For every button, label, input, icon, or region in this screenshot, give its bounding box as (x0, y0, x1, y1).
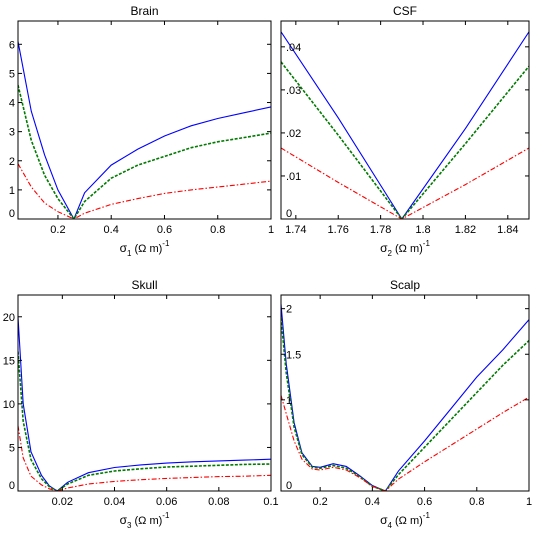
skull-series-green-line (18, 351, 271, 491)
csf-y-tick-label: .02 (286, 128, 301, 140)
skull-series-blue-line (18, 316, 271, 491)
brain-y-tick-label: 5 (9, 68, 15, 80)
panel-scalp: 0.2 0.4 0.6 0.8 1 0 1 1.5 2 Scalp σ4 (Ω m)-1 (280, 278, 532, 530)
brain-x-axis-label: σ1 (Ω m)-1 (120, 239, 170, 258)
brain-y-tick-label: 1 (9, 185, 15, 197)
scalp-x-axis-label: σ4 (Ω m)-1 (380, 511, 430, 530)
brain-x-tick-label: 0.8 (210, 224, 225, 236)
csf-x-tick-label: 1.74 (285, 224, 306, 236)
brain-x-tick-label: 1 (268, 224, 274, 236)
brain-y-tick-label: 0 (9, 208, 15, 220)
brain-x-tick-label: 0.6 (157, 224, 172, 236)
brain-x-tick-label: 0.4 (104, 224, 119, 236)
brain-x-tick-label: 0.2 (50, 224, 65, 236)
skull-x-tick-label: 0.1 (263, 496, 278, 508)
scalp-axes-frame (280, 294, 530, 492)
brain-axes-frame (17, 20, 272, 220)
skull-x-axis-label: σ3 (Ω m)-1 (120, 511, 170, 530)
brain-series-green-line (18, 84, 271, 219)
csf-x-tick-label: 1.82 (455, 224, 476, 236)
skull-x-tick-label: 0.08 (208, 496, 229, 508)
skull-x-tick-label: 0.04 (104, 496, 125, 508)
scalp-x-tick-label: 1 (526, 496, 532, 508)
csf-axes-frame (280, 20, 530, 220)
scalp-y-tick-label: 0 (286, 480, 292, 492)
scalp-y-tick-label: 1 (286, 395, 292, 407)
scalp-x-tick-label: 0.8 (469, 496, 484, 508)
brain-series-blue-line (18, 41, 271, 219)
skull-x-tick-label: 0.02 (52, 496, 73, 508)
csf-y-tick-label: .03 (286, 85, 301, 97)
csf-series-blue-line (281, 31, 529, 219)
brain-y-tick-label: 2 (9, 156, 15, 168)
scalp-series-red-line (281, 395, 529, 491)
skull-y-tick-label: 15 (3, 355, 15, 367)
skull-axes-frame (17, 294, 272, 492)
panel-csf: 1.74 1.76 1.78 1.8 1.82 1.84 0 .01 .02 .03 .04 CSF σ… (280, 4, 530, 258)
brain-y-tick-label: 6 (9, 39, 15, 51)
brain-series-red-line (18, 163, 271, 219)
scalp-x-tick-label: 0.2 (313, 496, 328, 508)
csf-x-tick-label: 1.76 (328, 224, 349, 236)
skull-y-tick-label: 0 (9, 480, 15, 492)
csf-series-green-line (281, 61, 529, 219)
scalp-y-tick-label: 1.5 (286, 349, 301, 361)
skull-y-tick-label: 5 (9, 442, 15, 454)
csf-x-tick-label: 1.78 (370, 224, 391, 236)
scalp-y-tick-label: 2 (286, 304, 292, 316)
skull-y-tick-label: 20 (3, 312, 15, 324)
csf-y-tick-label: .01 (286, 171, 301, 183)
scalp-panel-title: Scalp (390, 278, 420, 292)
panel-brain: 0.2 0.4 0.6 0.8 1 0 1 2 3 4 5 6 Brain σ1 (Ω m)-1 (9, 4, 274, 258)
csf-panel-title: CSF (393, 4, 417, 18)
csf-y-tick-label: 0 (286, 208, 292, 220)
scalp-series-green-line (281, 317, 529, 491)
scalp-series-blue-line (281, 304, 529, 491)
skull-y-tick-label: 10 (3, 399, 15, 411)
panel-skull: 0.02 0.04 0.06 0.08 0.1 0 5 10 15 20 Skull σ3 (Ω m)… (3, 278, 279, 530)
csf-series-red-line (281, 147, 529, 219)
brain-panel-title: Brain (130, 4, 158, 18)
csf-x-tick-label: 1.84 (497, 224, 518, 236)
csf-y-tick-label: .04 (286, 42, 301, 54)
csf-x-tick-label: 1.8 (415, 224, 430, 236)
scalp-x-tick-label: 0.4 (365, 496, 380, 508)
csf-x-axis-label: σ2 (Ω m)-1 (380, 239, 430, 258)
brain-y-tick-label: 4 (9, 98, 15, 110)
skull-series-red-line (18, 425, 271, 491)
skull-panel-title: Skull (131, 278, 157, 292)
scalp-x-tick-label: 0.6 (417, 496, 432, 508)
brain-y-tick-label: 3 (9, 127, 15, 139)
skull-x-tick-label: 0.06 (156, 496, 177, 508)
